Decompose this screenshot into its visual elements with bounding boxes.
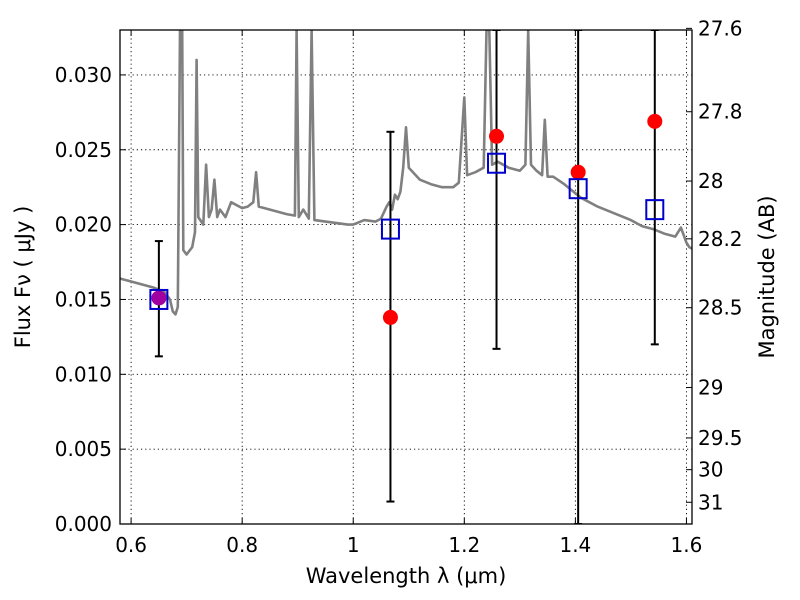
right-tick-label: 28 (698, 169, 723, 193)
y-tick-label: 0.015 (55, 287, 112, 311)
y-axis-title: Flux Fν ( μJy ) (11, 206, 35, 349)
observed-point (570, 164, 586, 180)
right-tick-label: 27.8 (698, 100, 743, 124)
model-point (380, 218, 400, 240)
observed-point (489, 128, 505, 144)
model-point (568, 178, 588, 200)
template-spectrum-line (120, 30, 692, 316)
model-point (487, 152, 507, 174)
right-tick-label: 29.5 (698, 426, 743, 450)
observed-point (647, 113, 663, 129)
right-axis-title: Magnitude (AB) (755, 195, 779, 358)
observed-point (382, 309, 398, 325)
plot-content (120, 30, 692, 524)
x-tick-label: 1.6 (671, 533, 703, 557)
y-tick-label: 0.010 (55, 362, 112, 386)
right-tick-label: 31 (698, 490, 723, 514)
x-tick-label: 0.8 (226, 533, 258, 557)
x-tick-label: 1.2 (448, 533, 480, 557)
model-point (645, 199, 665, 221)
axis-ticks: 0.6 0.8 1 1.2 1.4 1.6 0.000 0.005 0.010 0.015 0.02… (55, 16, 743, 557)
y-tick-label: 0.020 (55, 213, 112, 237)
y-tick-label: 0.000 (55, 512, 112, 536)
y-tick-label: 0.030 (55, 63, 112, 87)
x-tick-label: 0.6 (115, 533, 147, 557)
y-tick-label: 0.025 (55, 138, 112, 162)
model-point (149, 288, 169, 310)
right-tick-label: 30 (698, 458, 723, 482)
right-tick-label: 29 (698, 375, 723, 399)
plot-frame (119, 29, 693, 525)
plot-background (120, 30, 692, 524)
x-tick-label: 1.4 (559, 533, 591, 557)
x-axis-title: Wavelength λ (μm) (306, 564, 507, 588)
x-tick-label: 1 (347, 533, 360, 557)
right-tick-label: 28.5 (698, 296, 743, 320)
right-tick-label: 27.6 (698, 16, 743, 40)
observed-point (151, 290, 167, 306)
right-tick-label: 28.2 (698, 227, 743, 251)
y-tick-label: 0.005 (55, 437, 112, 461)
